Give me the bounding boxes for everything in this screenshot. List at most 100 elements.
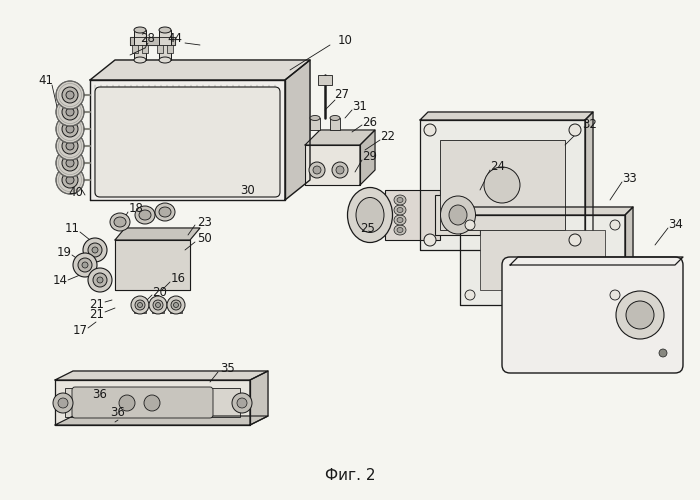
Text: 27: 27: [335, 88, 349, 102]
Ellipse shape: [397, 228, 403, 232]
Polygon shape: [420, 120, 585, 250]
Bar: [385, 190, 440, 240]
Circle shape: [332, 162, 348, 178]
Ellipse shape: [83, 238, 107, 262]
Ellipse shape: [66, 108, 74, 116]
FancyBboxPatch shape: [72, 387, 213, 418]
Ellipse shape: [397, 218, 403, 222]
Text: 18: 18: [129, 202, 144, 215]
Circle shape: [309, 162, 325, 178]
Bar: [65, 388, 240, 417]
Text: 44: 44: [167, 32, 183, 44]
Text: 36: 36: [111, 406, 125, 420]
Ellipse shape: [394, 215, 406, 225]
Polygon shape: [115, 240, 190, 290]
Ellipse shape: [330, 116, 340, 120]
FancyBboxPatch shape: [502, 257, 683, 373]
Text: 20: 20: [153, 286, 167, 298]
Polygon shape: [460, 215, 625, 305]
Bar: [105, 157, 145, 175]
Text: 23: 23: [197, 216, 212, 228]
Ellipse shape: [82, 262, 88, 268]
Ellipse shape: [56, 149, 84, 177]
Circle shape: [424, 124, 436, 136]
Text: 30: 30: [241, 184, 256, 196]
Text: 29: 29: [363, 150, 377, 164]
Circle shape: [58, 398, 68, 408]
Circle shape: [626, 301, 654, 329]
Ellipse shape: [134, 57, 146, 63]
Polygon shape: [285, 60, 310, 200]
Polygon shape: [55, 371, 268, 380]
Ellipse shape: [139, 210, 151, 220]
Circle shape: [232, 393, 252, 413]
Circle shape: [53, 393, 73, 413]
Ellipse shape: [347, 188, 393, 242]
Polygon shape: [585, 112, 593, 250]
Text: 35: 35: [220, 362, 235, 376]
Bar: [152, 305, 164, 313]
Text: 32: 32: [582, 118, 597, 132]
Circle shape: [313, 166, 321, 174]
Ellipse shape: [159, 57, 171, 63]
Circle shape: [569, 234, 581, 246]
Bar: [157, 45, 163, 53]
Ellipse shape: [135, 300, 145, 310]
Polygon shape: [55, 380, 250, 425]
Text: 19: 19: [57, 246, 71, 258]
Ellipse shape: [56, 81, 84, 109]
Ellipse shape: [153, 300, 163, 310]
Text: 28: 28: [141, 32, 155, 44]
Ellipse shape: [394, 225, 406, 235]
Bar: [167, 45, 173, 53]
Text: 36: 36: [92, 388, 107, 402]
Ellipse shape: [56, 98, 84, 126]
Text: 26: 26: [363, 116, 377, 128]
Bar: [440, 140, 565, 230]
Ellipse shape: [93, 273, 107, 287]
Text: 10: 10: [337, 34, 352, 46]
Circle shape: [465, 220, 475, 230]
Text: 11: 11: [64, 222, 80, 235]
Bar: [330, 118, 340, 130]
Text: Фиг. 2: Фиг. 2: [325, 468, 375, 482]
Text: 17: 17: [73, 324, 88, 336]
Polygon shape: [305, 145, 360, 185]
Ellipse shape: [66, 142, 74, 150]
Text: 33: 33: [622, 172, 638, 186]
Circle shape: [616, 291, 664, 339]
Polygon shape: [460, 207, 633, 215]
Bar: [132, 45, 138, 53]
Ellipse shape: [394, 195, 406, 205]
Ellipse shape: [149, 296, 167, 314]
Text: 41: 41: [38, 74, 53, 86]
Circle shape: [465, 290, 475, 300]
Ellipse shape: [114, 217, 126, 227]
Circle shape: [659, 349, 667, 357]
Ellipse shape: [310, 116, 320, 120]
Polygon shape: [305, 130, 375, 145]
Ellipse shape: [356, 198, 384, 232]
Ellipse shape: [56, 166, 84, 194]
Ellipse shape: [97, 277, 103, 283]
Ellipse shape: [155, 302, 160, 308]
Polygon shape: [360, 130, 375, 185]
Polygon shape: [250, 371, 268, 425]
Ellipse shape: [155, 203, 175, 221]
Ellipse shape: [62, 138, 78, 154]
Ellipse shape: [440, 196, 475, 234]
Bar: [318, 75, 332, 85]
Polygon shape: [510, 257, 683, 265]
Polygon shape: [90, 80, 285, 200]
Text: 50: 50: [197, 232, 212, 245]
Bar: [134, 305, 146, 313]
Circle shape: [569, 124, 581, 136]
Polygon shape: [55, 416, 268, 425]
Ellipse shape: [174, 302, 178, 308]
Bar: [142, 45, 148, 53]
Text: 22: 22: [381, 130, 395, 143]
Ellipse shape: [66, 91, 74, 99]
Ellipse shape: [66, 159, 74, 167]
Circle shape: [336, 166, 344, 174]
Ellipse shape: [66, 176, 74, 184]
